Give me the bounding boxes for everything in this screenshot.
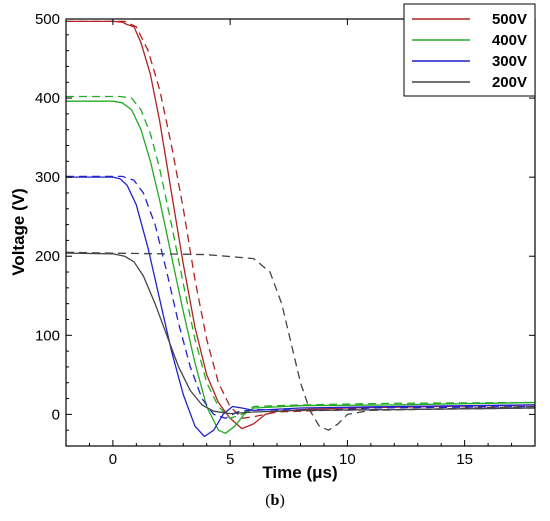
legend-label: 500V xyxy=(492,11,527,28)
x-tick-label: 15 xyxy=(456,451,473,468)
x-tick-label: 10 xyxy=(339,451,356,468)
x-tick-label: 0 xyxy=(109,451,117,468)
series-300V-solid xyxy=(66,176,536,438)
caption-close: ) xyxy=(279,492,285,509)
caption-open: ( xyxy=(265,492,271,509)
series-500V-dashed xyxy=(66,20,536,419)
series-300V-dashed xyxy=(66,175,536,419)
caption-letter: b xyxy=(270,492,280,509)
y-axis-title: Voltage (V) xyxy=(9,188,28,276)
legend-label: 200V xyxy=(492,74,527,91)
y-tick-label: 0 xyxy=(52,406,60,423)
legend-label: 400V xyxy=(492,32,527,49)
y-tick-label: 500 xyxy=(35,11,60,28)
axis-ticks: 0 5 10 15 0 100 200 300 400 500 xyxy=(35,11,536,468)
y-tick-label: 100 xyxy=(35,327,60,344)
figure-caption: (b) xyxy=(0,492,550,510)
y-tick-label: 400 xyxy=(35,90,60,107)
y-tick-label: 300 xyxy=(35,169,60,186)
series-400V-dashed xyxy=(66,95,536,419)
data-series-group xyxy=(65,20,536,438)
x-tick-label: 5 xyxy=(226,451,234,468)
y-tick-label: 200 xyxy=(35,248,60,265)
legend: 500V 400V 300V 200V xyxy=(403,3,536,97)
series-200V-solid xyxy=(65,252,536,415)
series-400V-solid xyxy=(66,100,536,434)
legend-label: 300V xyxy=(492,53,527,70)
x-axis-title: Time (μs) xyxy=(262,463,337,482)
